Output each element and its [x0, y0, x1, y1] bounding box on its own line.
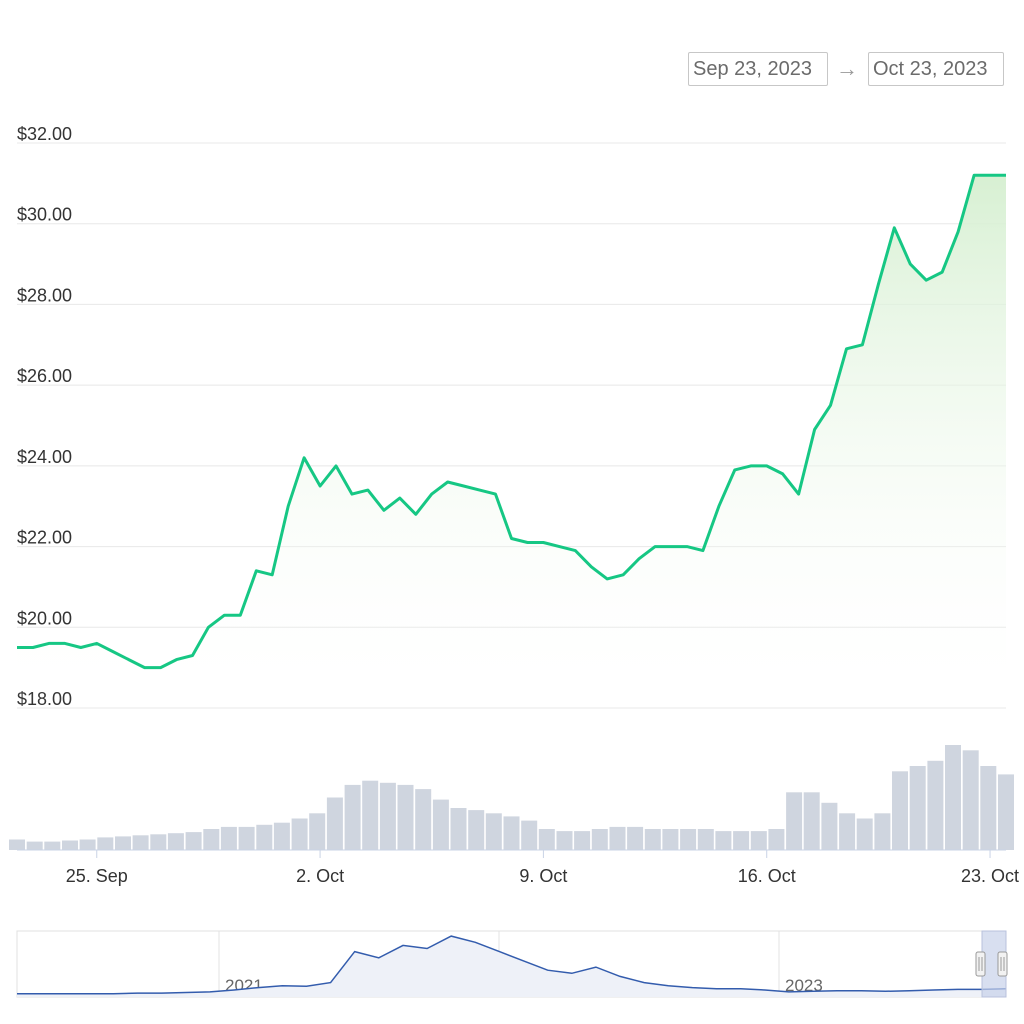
- volume-bar: [627, 826, 644, 850]
- date-range-from-field[interactable]: Sep 23, 2023: [688, 52, 828, 86]
- volume-bar: [945, 745, 961, 850]
- volume-bar: [397, 784, 414, 850]
- x-tick-label: 16. Oct: [738, 866, 796, 886]
- price-area: [17, 175, 1006, 709]
- volume-bar: [927, 760, 944, 851]
- volume-bar: [326, 797, 343, 850]
- y-tick-label: $24.00: [17, 447, 72, 467]
- y-tick-label: $30.00: [17, 205, 72, 225]
- volume-bar: [503, 816, 520, 850]
- volume-bar: [238, 826, 255, 850]
- x-tick-label: 25. Sep: [66, 866, 128, 886]
- volume-bar: [556, 831, 573, 850]
- volume-bar: [874, 813, 891, 851]
- volume-bar: [662, 829, 679, 850]
- volume-bar: [803, 792, 820, 851]
- volume-bar: [998, 774, 1014, 850]
- volume-bar: [450, 808, 467, 850]
- volume-bar: [309, 813, 326, 851]
- y-axis-labels: $32.00 $30.00 $28.00 $26.00 $24.00 $22.00 $20.…: [17, 124, 72, 709]
- volume-bar: [821, 802, 838, 851]
- volume-bar: [26, 841, 43, 850]
- volume-bar: [485, 813, 502, 851]
- date-range-arrow-icon: →: [836, 56, 858, 81]
- volume-bar: [538, 829, 555, 850]
- volume-bar: [750, 831, 767, 850]
- x-axis-labels: 25. Sep 2. Oct 9. Oct 16. Oct 23. Oct: [66, 850, 1019, 886]
- volume-bar: [909, 766, 926, 850]
- volume-bar: [220, 826, 237, 850]
- volume-bar: [839, 813, 856, 851]
- volume-bar: [432, 799, 449, 850]
- y-tick-label: $26.00: [17, 366, 72, 386]
- volume-bar: [591, 829, 608, 850]
- x-tick-label: 9. Oct: [519, 866, 567, 886]
- volume-bar: [362, 780, 379, 850]
- price-line: [17, 173, 1006, 670]
- volume-bar: [150, 834, 167, 851]
- volume-bar: [856, 818, 873, 850]
- volume-bar: [9, 839, 25, 850]
- volume-bar: [273, 822, 290, 850]
- volume-bar: [97, 837, 114, 850]
- volume-bar: [44, 841, 61, 850]
- navigator-handle[interactable]: [997, 951, 1008, 977]
- y-tick-label: $22.00: [17, 528, 72, 548]
- volume-bar: [521, 820, 538, 850]
- volume-bar: [203, 829, 220, 850]
- volume-bar: [468, 810, 485, 850]
- volume-bar: [291, 818, 308, 850]
- navigator-line: [17, 935, 1007, 995]
- volume-bar: [574, 831, 591, 850]
- navigator-handle[interactable]: [975, 951, 986, 977]
- volume-bar: [609, 826, 626, 850]
- volume-bar: [892, 771, 908, 851]
- volume-bar: [962, 750, 979, 851]
- y-tick-label: $28.00: [17, 285, 72, 305]
- price-series: [17, 173, 1006, 709]
- volume-bar: [415, 789, 432, 850]
- volume-bar: [62, 840, 78, 850]
- volume-bars: [9, 745, 1014, 851]
- volume-bar: [79, 839, 96, 850]
- volume-bar: [715, 831, 732, 850]
- x-tick-label: 2. Oct: [296, 866, 344, 886]
- volume-bar: [980, 766, 997, 850]
- volume-bar: [644, 829, 661, 850]
- volume-bar: [680, 829, 697, 850]
- volume-bar: [379, 782, 396, 850]
- x-tick-label: 23. Oct: [961, 866, 1019, 886]
- volume-bar: [768, 829, 785, 850]
- navigator-year-label: 2023: [785, 976, 823, 995]
- volume-bar: [167, 833, 184, 850]
- date-range-to-field[interactable]: Oct 23, 2023: [868, 52, 1004, 86]
- volume-bar: [733, 831, 750, 850]
- volume-bar: [185, 832, 202, 850]
- volume-bar: [115, 836, 131, 851]
- volume-bar: [256, 824, 273, 850]
- volume-bar: [786, 792, 803, 851]
- y-tick-label: $32.00: [17, 124, 72, 144]
- volume-bar: [132, 835, 149, 850]
- y-tick-label: $20.00: [17, 608, 72, 628]
- navigator-area: [17, 936, 1006, 997]
- volume-bar: [697, 829, 714, 850]
- navigator[interactable]: 202120222023: [16, 930, 1008, 998]
- volume-bar: [344, 784, 361, 850]
